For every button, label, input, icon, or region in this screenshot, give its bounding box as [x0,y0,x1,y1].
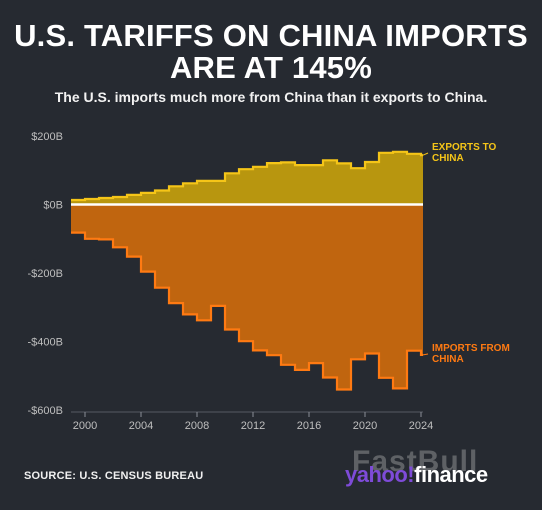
fastbull-watermark: FastBull [352,445,479,478]
y-tick-label: $200B [31,131,63,143]
x-tick-label: 2020 [353,420,377,432]
x-tick-label: 2012 [241,420,265,432]
imports-label-line-2: CHINA [432,354,464,365]
chart-title: U.S. TARIFFS ON CHINA IMPORTS ARE AT 145… [0,20,542,84]
y-tick-label: -$200B [28,268,63,280]
exports-label-line-2: CHINA [432,153,464,164]
x-tick-label: 2016 [297,420,321,432]
chart-title-line-1: U.S. TARIFFS ON CHINA IMPORTS [14,18,528,53]
imports-label-leader [422,353,429,356]
logo-finance: finance [414,462,488,487]
x-tick-label: 2000 [73,420,97,432]
logo-yahoo: yahoo! [345,462,415,487]
yahoo-finance-logo: yahoo!finance [345,462,488,488]
exports-label-leader [422,152,429,156]
x-tick-label: 2004 [129,420,153,432]
x-tick-label: 2008 [185,420,209,432]
imports-area [71,204,423,390]
y-tick-label: -$600B [28,405,63,417]
chart-title-line-2: ARE AT 145% [169,50,373,85]
source-note: SOURCE: U.S. CENSUS BUREAU [24,470,204,482]
imports-label-line-1: IMPORTS FROM [432,343,510,354]
y-tick-label: $0B [43,200,63,212]
x-tick-label: 2024 [409,420,433,432]
imports-line [71,231,423,391]
y-tick-label: -$400B [28,337,63,349]
exports-line [71,150,423,202]
exports-label-line-1: EXPORTS TO [432,142,496,153]
chart-subtitle: The U.S. imports much more from China th… [54,89,488,105]
